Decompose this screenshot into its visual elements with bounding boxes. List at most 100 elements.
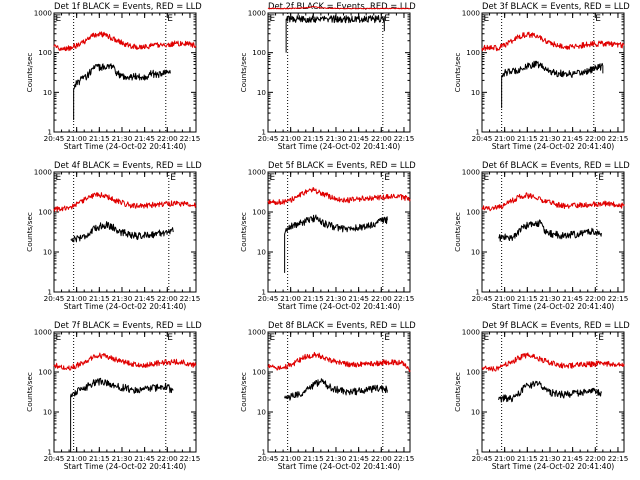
x-tick-label: 21:45 — [562, 454, 583, 463]
event-flag-label: E — [167, 14, 173, 24]
event-flag-label: E — [484, 14, 490, 24]
panel-title: Det 9f BLACK = Events, RED = LLD — [482, 320, 630, 330]
plot-frame — [53, 331, 197, 453]
x-tick-label: 20:45 — [44, 134, 65, 143]
x-tick-label: 22:15 — [180, 134, 201, 143]
y-tick-label: 10 — [471, 248, 481, 257]
y-tick-label: 1 — [475, 448, 480, 457]
plot-frame — [267, 171, 411, 293]
events-series-line — [498, 219, 602, 242]
detector-panel-4: Det 4f BLACK = Events, RED = LLD 1 10 100 10… — [25, 160, 202, 311]
x-tick-label: 21:00 — [66, 454, 87, 463]
lld-series-line — [53, 352, 197, 371]
x-tick-label: 22:00 — [585, 134, 606, 143]
x-tick-label: 21:15 — [517, 454, 538, 463]
x-tick-label: 21:30 — [326, 454, 347, 463]
y-tick-label: 100 — [252, 208, 266, 217]
x-tick-label: 21:00 — [66, 134, 87, 143]
y-axis-label: Counts/sec — [239, 53, 248, 93]
y-tick-label: 1000 — [462, 168, 481, 177]
lld-series-line — [53, 192, 197, 212]
event-flag-label: E — [270, 14, 276, 24]
y-tick-label: 10 — [257, 408, 267, 417]
event-flag-label: E — [384, 173, 390, 183]
x-tick-label: 21:45 — [134, 134, 155, 143]
event-flag-label: E — [167, 333, 173, 343]
y-tick-label: 1000 — [34, 328, 53, 337]
detector-panel-5: Det 5f BLACK = Events, RED = LLD 1 10 100 10… — [239, 160, 416, 311]
event-flag-label: E — [270, 333, 276, 343]
x-tick-label: 21:00 — [280, 134, 301, 143]
x-tick-label: 21:45 — [348, 294, 369, 303]
panel-title: Det 4f BLACK = Events, RED = LLD — [54, 160, 202, 170]
x-tick-label: 20:45 — [258, 294, 279, 303]
x-tick-label: 22:15 — [394, 454, 415, 463]
y-tick-label: 1 — [47, 288, 52, 297]
y-axis-label: Counts/sec — [25, 212, 34, 252]
detector-panel-9: Det 9f BLACK = Events, RED = LLD 1 10 100 10… — [453, 320, 630, 471]
x-tick-label: 22:15 — [180, 454, 201, 463]
plot-frame — [481, 331, 625, 453]
x-tick-label: 22:15 — [608, 454, 629, 463]
x-axis-label: Start Time (24-Oct-02 20:41:40) — [492, 142, 615, 151]
x-tick-label: 22:15 — [608, 294, 629, 303]
lld-series-line — [481, 192, 625, 212]
event-flag-label: E — [56, 14, 62, 24]
x-tick-label: 21:15 — [89, 454, 110, 463]
y-tick-label: 1000 — [248, 328, 267, 337]
x-tick-label: 21:45 — [134, 294, 155, 303]
x-tick-label: 21:00 — [280, 294, 301, 303]
y-tick-label: 1 — [475, 288, 480, 297]
x-tick-label: 22:00 — [585, 454, 606, 463]
events-series-line — [501, 60, 604, 109]
y-tick-label: 10 — [471, 408, 481, 417]
y-axis-label: Counts/sec — [25, 372, 34, 412]
x-tick-label: 21:45 — [562, 294, 583, 303]
x-tick-label: 22:00 — [585, 294, 606, 303]
x-tick-label: 21:00 — [494, 134, 515, 143]
x-tick-label: 22:15 — [394, 134, 415, 143]
x-tick-label: 21:15 — [89, 294, 110, 303]
events-series-line — [284, 214, 388, 273]
events-series-line — [285, 15, 385, 53]
panel-title: Det 3f BLACK = Events, RED = LLD — [482, 1, 630, 11]
x-tick-label: 21:00 — [66, 294, 87, 303]
event-flag-label: E — [598, 173, 604, 183]
y-axis-label: Counts/sec — [239, 212, 248, 252]
y-tick-label: 1 — [261, 448, 266, 457]
events-series-line — [73, 63, 171, 121]
x-tick-label: 21:00 — [494, 454, 515, 463]
lld-series-line — [53, 31, 197, 52]
y-tick-label: 10 — [43, 248, 53, 257]
x-tick-label: 22:15 — [608, 134, 629, 143]
x-tick-label: 21:15 — [517, 134, 538, 143]
x-tick-label: 22:00 — [371, 134, 392, 143]
events-series-line — [70, 377, 174, 452]
x-tick-label: 21:15 — [517, 294, 538, 303]
detector-panel-2: Det 2f BLACK = Events, RED = LLD 1 10 100 10… — [239, 1, 416, 151]
x-tick-label: 21:00 — [494, 294, 515, 303]
x-tick-label: 21:30 — [112, 454, 133, 463]
x-axis-label: Start Time (24-Oct-02 20:41:40) — [492, 462, 615, 471]
x-tick-label: 20:45 — [44, 294, 65, 303]
y-tick-label: 1 — [261, 288, 266, 297]
x-tick-label: 22:15 — [180, 294, 201, 303]
x-tick-label: 21:30 — [540, 134, 561, 143]
x-tick-label: 20:45 — [258, 134, 279, 143]
y-axis-label: Counts/sec — [453, 372, 462, 412]
event-flag-label: E — [484, 333, 490, 343]
x-tick-label: 21:30 — [326, 294, 347, 303]
panel-title: Det 6f BLACK = Events, RED = LLD — [482, 160, 630, 170]
y-tick-label: 100 — [38, 208, 52, 217]
y-tick-label: 10 — [257, 88, 267, 97]
y-tick-label: 10 — [257, 248, 267, 257]
x-tick-label: 21:30 — [326, 134, 347, 143]
y-tick-label: 10 — [43, 408, 53, 417]
y-axis-label: Counts/sec — [453, 212, 462, 252]
y-axis-label: Counts/sec — [239, 372, 248, 412]
events-series-line — [70, 221, 174, 243]
x-tick-label: 20:45 — [472, 134, 493, 143]
y-tick-label: 100 — [466, 48, 480, 57]
detector-panel-3: Det 3f BLACK = Events, RED = LLD 1 10 100 10… — [453, 1, 630, 151]
